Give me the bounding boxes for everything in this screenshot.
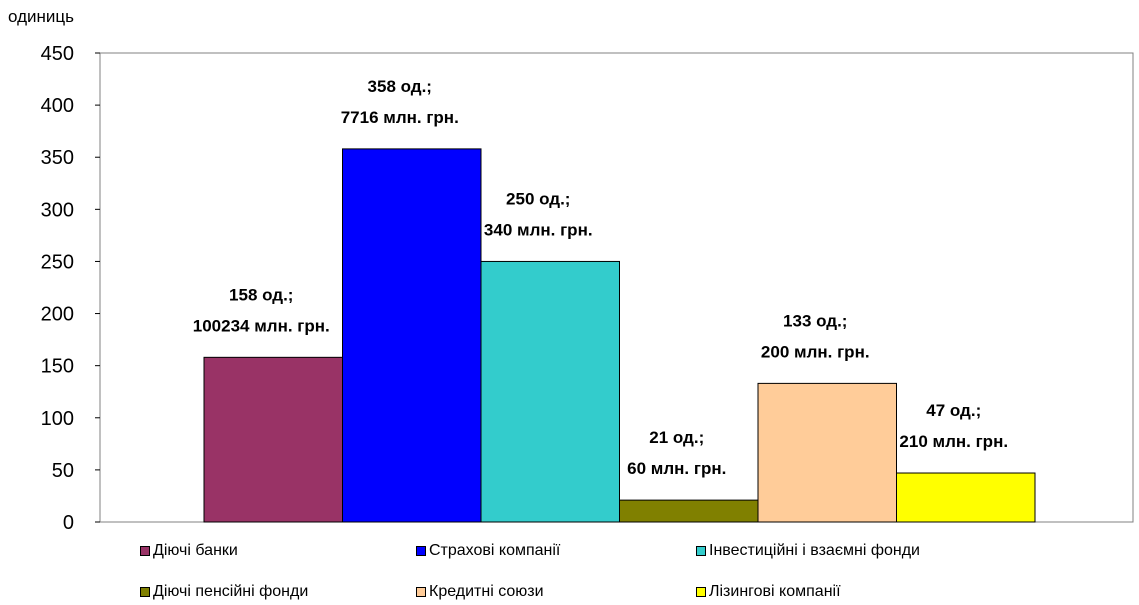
y-tick-label: 50	[52, 460, 74, 482]
data-label-amount: 100234 млн. грн.	[193, 316, 330, 335]
data-label-amount: 7716 млн. грн.	[341, 108, 459, 127]
data-label-amount: 200 млн. грн.	[761, 342, 870, 361]
data-label-count: 21 од.;	[649, 428, 704, 447]
y-tick-label: 100	[41, 408, 74, 430]
data-label-count: 250 од.;	[506, 189, 570, 208]
data-label-count: 358 од.;	[368, 77, 432, 96]
data-label-amount: 60 млн. грн.	[627, 459, 726, 478]
data-labels: 158 од.; 100234 млн. грн. 358 од.; 7716 млн…	[193, 77, 1008, 478]
bar	[480, 260, 620, 523]
data-label-amount: 210 млн. грн.	[899, 432, 1008, 451]
bar	[619, 499, 759, 523]
y-tick-label: 350	[41, 147, 74, 169]
data-label-amount: 340 млн. грн.	[484, 220, 593, 239]
data-label-count: 158 од.;	[229, 285, 293, 304]
y-axis-label: одиниць	[8, 7, 74, 26]
y-tick-label: 200	[41, 304, 74, 326]
bar	[203, 356, 343, 523]
bar	[757, 382, 897, 523]
y-tick-label: 150	[41, 356, 74, 378]
y-tick-label: 250	[41, 251, 74, 273]
bars	[203, 148, 1036, 523]
y-tick-label: 0	[63, 512, 74, 534]
bar	[342, 148, 482, 523]
data-label-count: 133 од.;	[783, 311, 847, 330]
data-label-count: 47 од.;	[926, 401, 981, 420]
y-tick-label: 400	[41, 95, 74, 117]
bar	[896, 472, 1036, 523]
y-tick-label: 300	[41, 199, 74, 221]
y-tick-label: 450	[41, 43, 74, 65]
